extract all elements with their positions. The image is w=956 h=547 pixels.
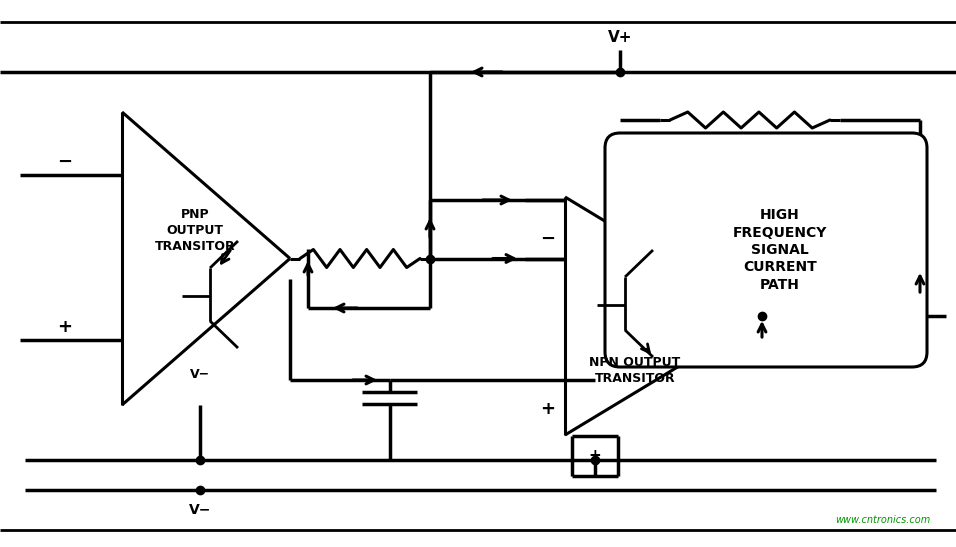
Text: HIGH
FREQUENCY
SIGNAL
CURRENT
PATH: HIGH FREQUENCY SIGNAL CURRENT PATH bbox=[733, 208, 827, 292]
Text: +: + bbox=[540, 400, 555, 418]
Text: NPN OUTPUT
TRANSITOR: NPN OUTPUT TRANSITOR bbox=[590, 356, 681, 385]
Text: V−: V− bbox=[189, 503, 211, 517]
Text: +: + bbox=[57, 318, 73, 336]
Text: −: − bbox=[540, 230, 555, 248]
Text: V−: V− bbox=[190, 369, 210, 381]
Text: PNP
OUTPUT
TRANSITOR: PNP OUTPUT TRANSITOR bbox=[155, 207, 235, 253]
Text: −: − bbox=[57, 153, 73, 171]
Text: +: + bbox=[589, 449, 601, 463]
FancyBboxPatch shape bbox=[605, 133, 927, 367]
Text: V+: V+ bbox=[608, 31, 632, 45]
Text: www.cntronics.com: www.cntronics.com bbox=[835, 515, 930, 525]
